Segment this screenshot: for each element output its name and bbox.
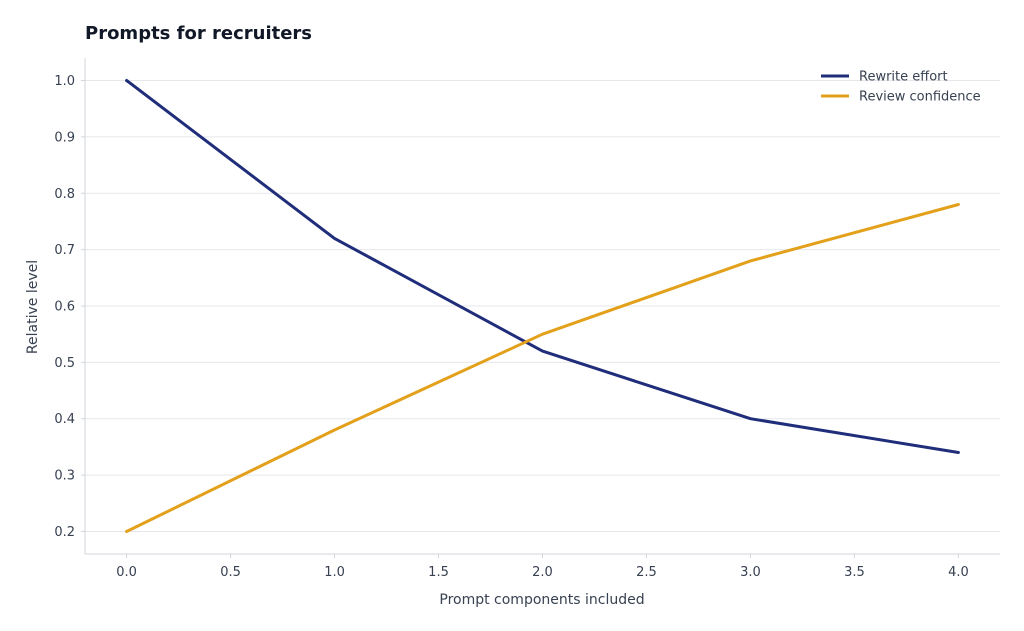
legend-label-review-confidence: Review confidence bbox=[859, 90, 981, 105]
x-tick-label: 4.0 bbox=[948, 565, 969, 580]
x-tick-label: 0.5 bbox=[220, 565, 241, 580]
x-axis-label: Prompt components included bbox=[439, 592, 644, 608]
y-tick-label: 0.6 bbox=[54, 300, 75, 315]
y-tick-label: 0.7 bbox=[54, 243, 75, 258]
x-tick-label: 2.5 bbox=[636, 565, 657, 580]
legend: Rewrite effort Review confidence bbox=[821, 70, 981, 105]
x-tick-label: 2.0 bbox=[532, 565, 553, 580]
y-tick-label: 0.9 bbox=[54, 130, 75, 145]
axes bbox=[81, 58, 1000, 558]
grid-lines bbox=[85, 80, 1000, 532]
y-tick-label: 0.4 bbox=[54, 412, 75, 427]
tick-labels: 0.2 0.3 0.4 0.5 0.6 0.7 0.8 0.9 1.0 0.0 0.5 1.0 1.5 2… bbox=[54, 74, 968, 580]
y-axis-label: Relative level bbox=[25, 260, 41, 354]
chart-title: Prompts for recruiters bbox=[85, 23, 312, 44]
y-tick-label: 1.0 bbox=[54, 74, 75, 89]
x-tick-label: 0.0 bbox=[116, 565, 137, 580]
x-tick-label: 1.5 bbox=[428, 565, 449, 580]
y-tick-label: 0.2 bbox=[54, 525, 75, 540]
legend-label-rewrite-effort: Rewrite effort bbox=[859, 70, 948, 85]
y-tick-label: 0.8 bbox=[54, 187, 75, 202]
x-tick-label: 1.0 bbox=[324, 565, 345, 580]
y-tick-label: 0.3 bbox=[54, 469, 75, 484]
x-tick-label: 3.5 bbox=[844, 565, 865, 580]
series-line-rewrite-effort bbox=[125, 79, 960, 454]
series-line-review-confidence bbox=[125, 203, 960, 533]
y-tick-label: 0.5 bbox=[54, 356, 75, 371]
x-tick-label: 3.0 bbox=[740, 565, 761, 580]
series-lines bbox=[125, 79, 960, 533]
